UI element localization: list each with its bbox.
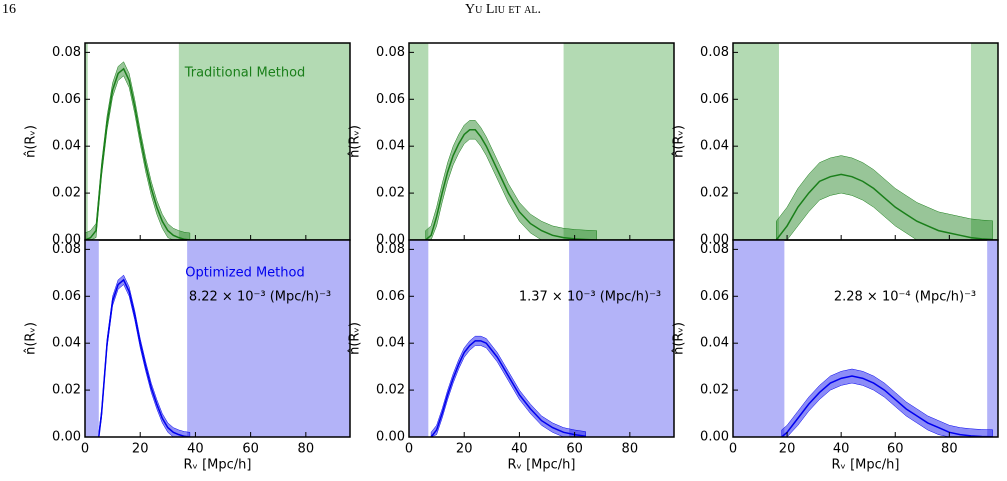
y-tick-label: 0.04 xyxy=(376,336,405,351)
annotation: Traditional Method xyxy=(184,66,306,81)
x-tick-label: 80 xyxy=(941,442,958,457)
x-tick-label: 60 xyxy=(887,442,904,457)
x-axis-label: Rᵥ [Mpc/h] xyxy=(508,458,576,473)
mean-line xyxy=(775,173,993,240)
y-tick-label: 0.00 xyxy=(52,430,81,445)
shaded-region xyxy=(178,43,350,240)
x-tick-label: 20 xyxy=(132,442,149,457)
spread-band xyxy=(430,335,586,437)
shaded-region xyxy=(987,240,998,437)
x-tick-label: 20 xyxy=(456,442,473,457)
y-tick-label: 0.06 xyxy=(376,92,405,107)
shaded-region xyxy=(970,43,998,240)
frame xyxy=(732,239,999,438)
y-tick-label: 0.08 xyxy=(376,45,405,60)
shaded-region xyxy=(187,240,350,437)
running-title: Yu Liu et al. xyxy=(465,2,541,17)
y-tick-label: 0.04 xyxy=(376,139,405,154)
annotation: Optimized Method xyxy=(185,266,304,281)
y-axis-label: n̂(Rᵥ) xyxy=(24,322,39,355)
y-axis-label: n̂(Rᵥ) xyxy=(348,125,363,158)
x-tick-label: 80 xyxy=(622,442,639,457)
x-tick-label: 20 xyxy=(779,442,796,457)
x-tick-label: 60 xyxy=(242,442,259,457)
y-axis-label: n̂(Rᵥ) xyxy=(24,125,39,158)
annotation: 2.28 × 10⁻⁴ (Mpc/h)⁻³ xyxy=(834,290,976,305)
y-tick-label: 0.06 xyxy=(52,289,81,304)
y-tick-label: 0.04 xyxy=(52,139,81,154)
x-tick-label: 80 xyxy=(298,442,315,457)
plot-area xyxy=(85,43,350,240)
x-tick-label: 0 xyxy=(729,442,737,457)
frame xyxy=(84,239,351,438)
y-tick-label: 0.08 xyxy=(376,242,405,257)
y-tick-label: 0.08 xyxy=(700,242,729,257)
shaded-region xyxy=(85,43,88,240)
y-axis-label: n̂(Rᵥ) xyxy=(672,322,687,355)
spread-band xyxy=(98,274,191,437)
y-tick-label: 0.08 xyxy=(52,242,81,257)
spread-band xyxy=(85,61,191,240)
y-tick-label: 0.04 xyxy=(52,336,81,351)
mean-line xyxy=(85,67,190,240)
y-tick-label: 0.02 xyxy=(376,186,405,201)
spread-band xyxy=(781,368,993,437)
x-tick-label: 0 xyxy=(81,442,89,457)
x-tick-label: 0 xyxy=(405,442,413,457)
y-tick-label: 0.00 xyxy=(52,233,81,248)
y-tick-label: 0.02 xyxy=(700,186,729,201)
y-tick-label: 0.00 xyxy=(376,233,405,248)
y-tick-label: 0.00 xyxy=(700,233,729,248)
annotation: 1.37 × 10⁻³ (Mpc/h)⁻³ xyxy=(519,290,661,305)
y-tick-label: 0.06 xyxy=(376,289,405,304)
y-tick-label: 0.02 xyxy=(376,383,405,398)
plot-area xyxy=(733,240,998,437)
x-axis-label: Rᵥ [Mpc/h] xyxy=(184,458,252,473)
y-tick-label: 0.00 xyxy=(700,430,729,445)
y-tick-label: 0.00 xyxy=(376,430,405,445)
x-tick-label: 40 xyxy=(511,442,528,457)
annotation: 8.22 × 10⁻³ (Mpc/h)⁻³ xyxy=(189,290,331,305)
shaded-region xyxy=(569,240,674,437)
plot-area xyxy=(409,240,674,437)
mean-line xyxy=(98,278,190,437)
spread-band xyxy=(425,120,597,240)
y-tick-label: 0.04 xyxy=(700,336,729,351)
y-axis-label: n̂(Rᵥ) xyxy=(672,125,687,158)
x-axis-label: Rᵥ [Mpc/h] xyxy=(832,458,900,473)
x-tick-label: 60 xyxy=(566,442,583,457)
x-tick-label: 40 xyxy=(187,442,204,457)
y-tick-label: 0.08 xyxy=(700,45,729,60)
y-tick-label: 0.06 xyxy=(700,92,729,107)
plot-area xyxy=(733,43,998,240)
mean-line xyxy=(425,129,597,240)
y-tick-label: 0.06 xyxy=(52,92,81,107)
y-tick-label: 0.06 xyxy=(700,289,729,304)
plot-area xyxy=(85,240,350,437)
y-tick-label: 0.08 xyxy=(52,45,81,60)
shaded-region xyxy=(733,240,785,437)
shaded-region xyxy=(409,43,429,240)
plot-area xyxy=(409,43,674,240)
shaded-region xyxy=(563,43,674,240)
mean-line xyxy=(430,340,586,437)
y-tick-label: 0.02 xyxy=(700,383,729,398)
y-tick-label: 0.04 xyxy=(700,139,729,154)
y-tick-label: 0.02 xyxy=(52,383,81,398)
shaded-region xyxy=(409,240,429,437)
shaded-region xyxy=(85,240,99,437)
y-axis-label: n̂(Rᵥ) xyxy=(348,322,363,355)
y-tick-label: 0.02 xyxy=(52,186,81,201)
shaded-region xyxy=(733,43,779,240)
page-number: 16 xyxy=(2,2,16,17)
x-tick-label: 40 xyxy=(833,442,850,457)
frame xyxy=(408,239,675,438)
mean-line xyxy=(781,375,993,437)
